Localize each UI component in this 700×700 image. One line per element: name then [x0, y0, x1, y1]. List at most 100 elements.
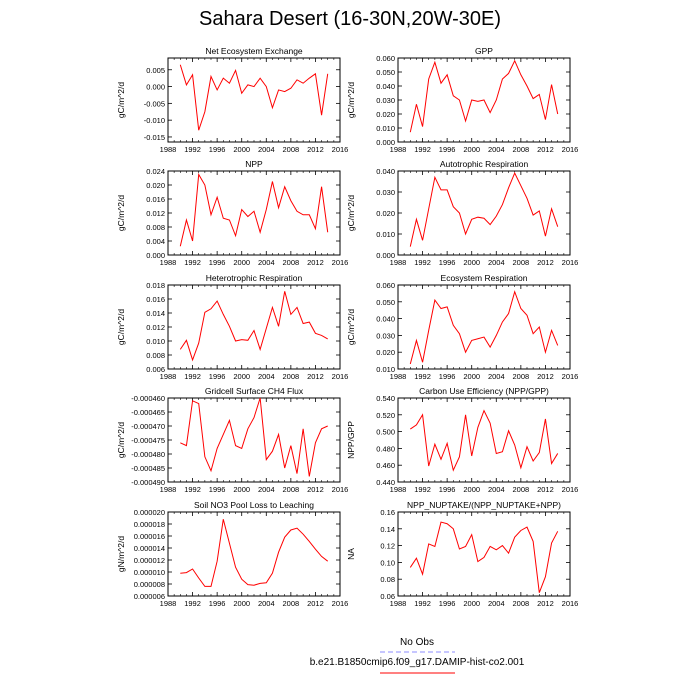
plot-frame [167, 511, 341, 597]
x-tick-label: 2000 [463, 372, 480, 381]
y-tick-label: 0.030 [376, 96, 395, 105]
panel-title: Carbon Use Efficiency (NPP/GPP) [419, 386, 549, 396]
x-tick-label: 1988 [160, 258, 177, 267]
y-tick-label: 0.000 [146, 83, 165, 92]
y-tick-label: 0.000010 [134, 568, 165, 577]
x-tick-label: 2016 [562, 485, 579, 494]
plot-frame [397, 170, 571, 256]
y-tick-label: 0.08 [380, 575, 395, 584]
y-axis-label: gC/m^2/d [346, 195, 356, 231]
x-tick-label: 2004 [258, 258, 275, 267]
series-line [409, 171, 559, 247]
x-tick-label: 2004 [488, 485, 505, 494]
x-tick-label: 2012 [307, 372, 324, 381]
y-tick-label: 0.000006 [134, 592, 165, 601]
y-tick-label: 0.050 [376, 298, 395, 307]
series-line [179, 64, 329, 131]
x-tick-label: 2016 [332, 599, 349, 608]
x-tick-label: 1992 [414, 145, 431, 154]
y-tick-label: 0.006 [146, 365, 165, 374]
panel-title: Heterotrophic Respiration [206, 273, 303, 283]
y-tick-label: 0.000008 [134, 580, 165, 589]
x-tick-label: 2008 [283, 599, 300, 608]
y-tick-label: 0.008 [146, 351, 165, 360]
panel-2: GPP gC/m^2/d 1988 1992 1996 2000 2004 2008 2012 2… [346, 46, 578, 154]
x-tick-label: 2008 [513, 599, 530, 608]
y-tick-label: 0.460 [376, 461, 395, 470]
x-tick-label: 2016 [332, 258, 349, 267]
y-tick-label: 0.060 [376, 281, 395, 290]
x-tick-label: 2012 [537, 145, 554, 154]
y-tick-label: 0.018 [146, 281, 165, 290]
x-tick-label: 2004 [258, 599, 275, 608]
y-tick-label: 0.000014 [134, 544, 165, 553]
y-tick-label: 0.000016 [134, 532, 165, 541]
y-axis-label: gC/m^2/d [116, 82, 126, 118]
x-tick-label: 2000 [463, 599, 480, 608]
x-tick-label: 1988 [390, 145, 407, 154]
y-tick-label: 0.020 [146, 181, 165, 190]
panel-title: Net Ecosystem Exchange [205, 46, 303, 56]
x-tick-label: 2000 [233, 485, 250, 494]
y-tick-label: 0.060 [376, 54, 395, 63]
plot-frame [167, 397, 341, 483]
x-tick-label: 1988 [160, 145, 177, 154]
x-tick-label: 1996 [209, 485, 226, 494]
y-tick-label: 0.010 [376, 230, 395, 239]
x-tick-label: 1988 [390, 485, 407, 494]
y-tick-label: 0.16 [380, 508, 395, 517]
y-tick-label: 0.012 [146, 209, 165, 218]
y-tick-label: 0.010 [146, 337, 165, 346]
panel-6: Ecosystem Respiration gC/m^2/d 1988 1992 199… [346, 273, 578, 381]
x-tick-label: 1992 [184, 372, 201, 381]
x-tick-label: 2008 [283, 258, 300, 267]
plot-frame [397, 511, 571, 597]
x-tick-label: 1988 [160, 485, 177, 494]
y-tick-label: -0.000480 [131, 450, 165, 459]
x-tick-label: 1996 [439, 599, 456, 608]
y-tick-label: 0.14 [380, 525, 395, 534]
page-title: Sahara Desert (16-30N,20W-30E) [199, 8, 501, 30]
x-tick-label: 2008 [283, 372, 300, 381]
y-tick-label: 0.000 [376, 251, 395, 260]
x-tick-label: 2016 [332, 145, 349, 154]
x-tick-label: 1996 [209, 372, 226, 381]
y-tick-label: 0.016 [146, 295, 165, 304]
y-axis-label: gC/m^2/d [346, 309, 356, 345]
y-tick-label: 0.040 [376, 315, 395, 324]
x-tick-label: 2004 [488, 599, 505, 608]
y-tick-label: 0.06 [380, 592, 395, 601]
y-tick-label: 0.020 [376, 110, 395, 119]
x-tick-label: 1996 [439, 372, 456, 381]
x-tick-label: 2012 [537, 258, 554, 267]
plot-frame [167, 57, 341, 143]
panel-title: Soil NO3 Pool Loss to Leaching [194, 500, 314, 510]
panel-3: NPP gC/m^2/d 1988 1992 1996 2000 2004 2008 2012 2… [116, 159, 348, 267]
y-tick-label: 0.050 [376, 68, 395, 77]
y-tick-label: 0.000012 [134, 556, 165, 565]
x-tick-label: 2008 [513, 372, 530, 381]
y-tick-label: -0.005 [144, 99, 165, 108]
y-tick-label: 0.520 [376, 411, 395, 420]
x-tick-label: 2016 [562, 599, 579, 608]
y-tick-label: 0.000 [146, 251, 165, 260]
panel-1: Net Ecosystem Exchange gC/m^2/d 1988 1992 19… [116, 46, 348, 154]
panel-title: GPP [475, 46, 493, 56]
x-tick-label: 1996 [439, 145, 456, 154]
panel-8: Carbon Use Efficiency (NPP/GPP) NPP/GPP 19… [346, 386, 578, 494]
x-tick-label: 1988 [160, 372, 177, 381]
y-tick-label: -0.000460 [131, 394, 165, 403]
x-tick-label: 1992 [184, 599, 201, 608]
x-tick-label: 2008 [513, 485, 530, 494]
y-tick-label: 0.12 [380, 542, 395, 551]
y-tick-label: 0.030 [376, 331, 395, 340]
y-tick-label: -0.010 [144, 116, 165, 125]
y-tick-label: -0.000485 [131, 464, 165, 473]
x-tick-label: 2016 [562, 258, 579, 267]
y-tick-label: 0.440 [376, 478, 395, 487]
series-line [409, 59, 559, 133]
series-line [180, 397, 328, 477]
y-tick-label: -0.000465 [131, 408, 165, 417]
y-axis-label: gC/m^2/d [116, 195, 126, 231]
